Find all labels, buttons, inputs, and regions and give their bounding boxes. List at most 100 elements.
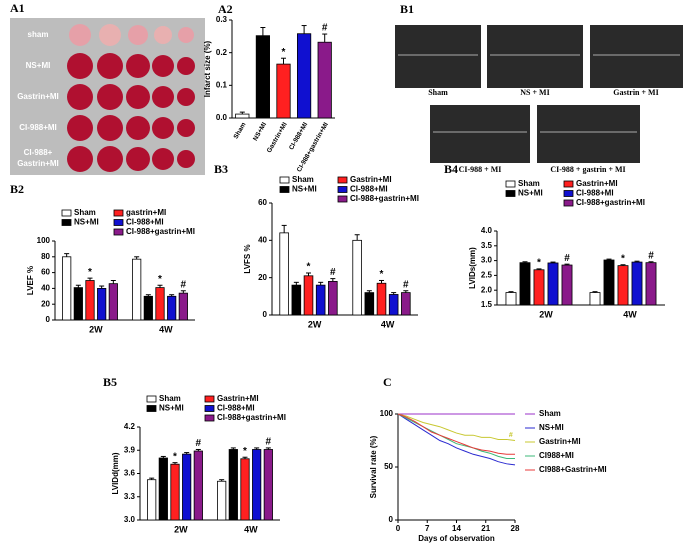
y-axis-label: LVFS % (243, 244, 252, 273)
legend-label: CI-988+MI (350, 185, 388, 194)
bar (617, 265, 629, 306)
legend-swatch (146, 405, 157, 412)
legend-swatch (337, 195, 348, 203)
legend-label: NS+MI (74, 218, 99, 227)
bar (291, 284, 302, 316)
bar (252, 449, 262, 521)
legend-label: Sham (518, 179, 540, 188)
legend-label: CI-988+gastrin+MI (350, 194, 419, 203)
legend-swatch (113, 228, 124, 236)
panel-label: B4 (444, 162, 458, 176)
y-tick-label: 0 (263, 310, 268, 319)
bar (97, 287, 107, 321)
x-tick-label: NS+MI (252, 121, 268, 142)
annotation: * (158, 274, 162, 285)
image-caption: CI-988 + gastrin + MI (550, 165, 625, 174)
legend-label: CI-988+MI (126, 218, 164, 227)
bar (193, 450, 203, 521)
legend-label: CI-988+gastrin+MI (126, 227, 195, 236)
image-caption: Sham (428, 88, 448, 97)
legend-label: CI988+MI (539, 451, 574, 460)
panel-label: C (383, 375, 392, 389)
bar (561, 264, 573, 306)
annotation: # (330, 267, 336, 278)
bar (352, 239, 362, 316)
bar (228, 449, 238, 521)
legend-swatch (146, 395, 157, 403)
legend-swatch (204, 405, 215, 412)
bar (645, 262, 657, 306)
y-tick-label: 0.3 (216, 15, 228, 24)
bar (505, 292, 517, 306)
bar (147, 479, 157, 521)
bar (315, 284, 326, 316)
legend-swatch (563, 190, 574, 197)
bar (158, 457, 168, 521)
bar (547, 262, 559, 306)
legend-swatch (337, 186, 348, 193)
legend-label: Sham (159, 394, 181, 403)
x-tick-label: 2W (308, 319, 322, 329)
x-axis-label: Days of observation (418, 534, 495, 543)
y-tick-label: 100 (380, 409, 394, 418)
y-tick-label: 20 (258, 273, 267, 282)
legend-swatch (505, 180, 516, 188)
annotation: * (88, 267, 92, 278)
image-caption: CI-988 + MI (459, 165, 502, 174)
annotation: * (621, 253, 625, 264)
legend-swatch (563, 199, 574, 207)
annotation: * (380, 269, 384, 280)
bar (85, 280, 95, 321)
x-tick-label: 2W (89, 324, 103, 334)
bar (364, 292, 375, 316)
annotation: # (322, 23, 328, 34)
annotation: * (243, 446, 247, 457)
legend-label: NS+MI (539, 423, 564, 432)
legend-swatch (113, 219, 124, 226)
y-axis-label: Survival rate (%) (369, 435, 378, 498)
bar (240, 458, 250, 521)
panel-label: B3 (214, 162, 228, 176)
legend-label: NS+MI (518, 189, 543, 198)
annotation: * (537, 258, 541, 269)
x-tick-label: Gastrin+MI (266, 121, 289, 154)
y-tick-label: 2.5 (481, 271, 493, 280)
x-tick-label: 28 (511, 524, 520, 533)
panel-label: A2 (218, 2, 233, 16)
bar (303, 275, 314, 316)
photo-label: Gastrin+MI (17, 92, 59, 101)
legend-swatch (505, 190, 516, 197)
bar (388, 294, 399, 316)
bar (255, 35, 270, 119)
image-caption: Gastrin + MI (613, 88, 658, 97)
legend-label: NS+MI (159, 404, 184, 413)
annotation: * (282, 47, 286, 58)
bar (73, 287, 83, 321)
x-tick-label: CI-988+MI (288, 121, 309, 151)
annotation: # (564, 253, 570, 264)
bar (276, 63, 291, 119)
x-tick-label: 14 (452, 524, 461, 533)
x-tick-label: 0 (396, 524, 401, 533)
y-tick-label: 0 (46, 315, 51, 324)
panel-label: B1 (400, 2, 414, 16)
bar (155, 287, 165, 321)
x-tick-label: 4W (244, 524, 258, 534)
annotation: # (648, 250, 654, 261)
legend-label: Sham (539, 409, 561, 418)
legend-label: Sham (74, 208, 96, 217)
legend-swatch (204, 414, 215, 422)
y-tick-label: 80 (41, 252, 50, 261)
bar (217, 480, 227, 521)
annotation: # (266, 437, 272, 448)
y-tick-label: 0.1 (216, 80, 228, 89)
legend-swatch (61, 219, 72, 226)
legend-label: CI988+Gastrin+MI (539, 465, 607, 474)
y-tick-label: 3.0 (124, 515, 136, 524)
y-tick-label: 2.0 (481, 285, 493, 294)
y-tick-label: 4.0 (481, 226, 493, 235)
x-tick-label: 4W (159, 324, 173, 334)
y-axis-label: LVIDs(mm) (468, 247, 477, 289)
legend-label: NS+MI (292, 185, 317, 194)
panel-label: B2 (10, 182, 24, 196)
